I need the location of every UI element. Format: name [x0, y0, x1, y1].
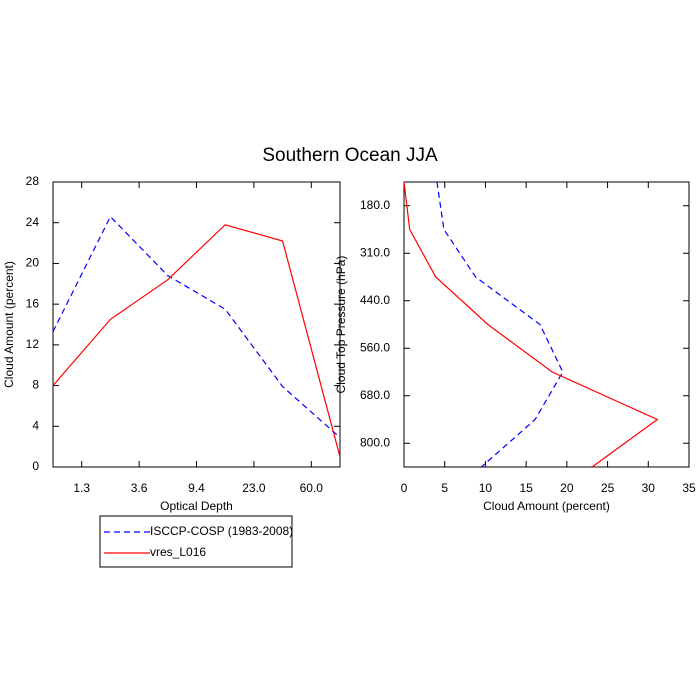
x-tick-label: 5	[441, 481, 448, 495]
y-tick-label: 0	[32, 459, 39, 473]
y-tick-label: 4	[32, 418, 39, 432]
x-tick-label: 9.4	[188, 481, 205, 495]
x-tick-label: 10	[479, 481, 493, 495]
y-axis-label: Cloud Amount (percent)	[2, 261, 16, 388]
y-tick-label: 440.0	[360, 293, 390, 307]
y-tick-label: 20	[26, 256, 40, 270]
x-tick-label: 3.6	[131, 481, 148, 495]
series-line	[403, 181, 659, 468]
x-axis-label: Cloud Amount (percent)	[483, 499, 610, 513]
x-tick-label: 30	[642, 481, 656, 495]
y-tick-label: 180.0	[360, 198, 390, 212]
y-tick-label: 28	[26, 174, 40, 188]
x-tick-label: 25	[601, 481, 615, 495]
x-axis-label: Optical Depth	[160, 499, 233, 513]
legend-label: ISCCP-COSP (1983-2008)	[150, 524, 293, 538]
x-tick-label: 35	[682, 481, 696, 495]
x-tick-label: 1.3	[73, 481, 90, 495]
x-tick-label: 0	[401, 481, 408, 495]
y-tick-label: 800.0	[360, 435, 390, 449]
y-tick-label: 680.0	[360, 388, 390, 402]
y-tick-label: 12	[26, 337, 40, 351]
x-tick-label: 60.0	[300, 481, 324, 495]
y-tick-label: 8	[32, 378, 39, 392]
y-tick-label: 310.0	[360, 245, 390, 259]
x-tick-label: 15	[519, 481, 533, 495]
series-line	[436, 181, 564, 468]
y-tick-label: 560.0	[360, 340, 390, 354]
y-tick-label: 16	[26, 296, 40, 310]
y-tick-label: 24	[26, 215, 40, 229]
legend-label: vres_L016	[150, 545, 206, 559]
x-tick-label: 23.0	[242, 481, 266, 495]
series-line	[52, 215, 341, 438]
legend-box	[99, 515, 293, 568]
chart-title: Southern Ocean JJA	[262, 145, 438, 166]
x-tick-label: 20	[560, 481, 574, 495]
series-line	[52, 224, 341, 457]
plot-frame	[403, 181, 690, 468]
y-axis-label: Cloud Top Pressure (hPa)	[334, 256, 348, 394]
